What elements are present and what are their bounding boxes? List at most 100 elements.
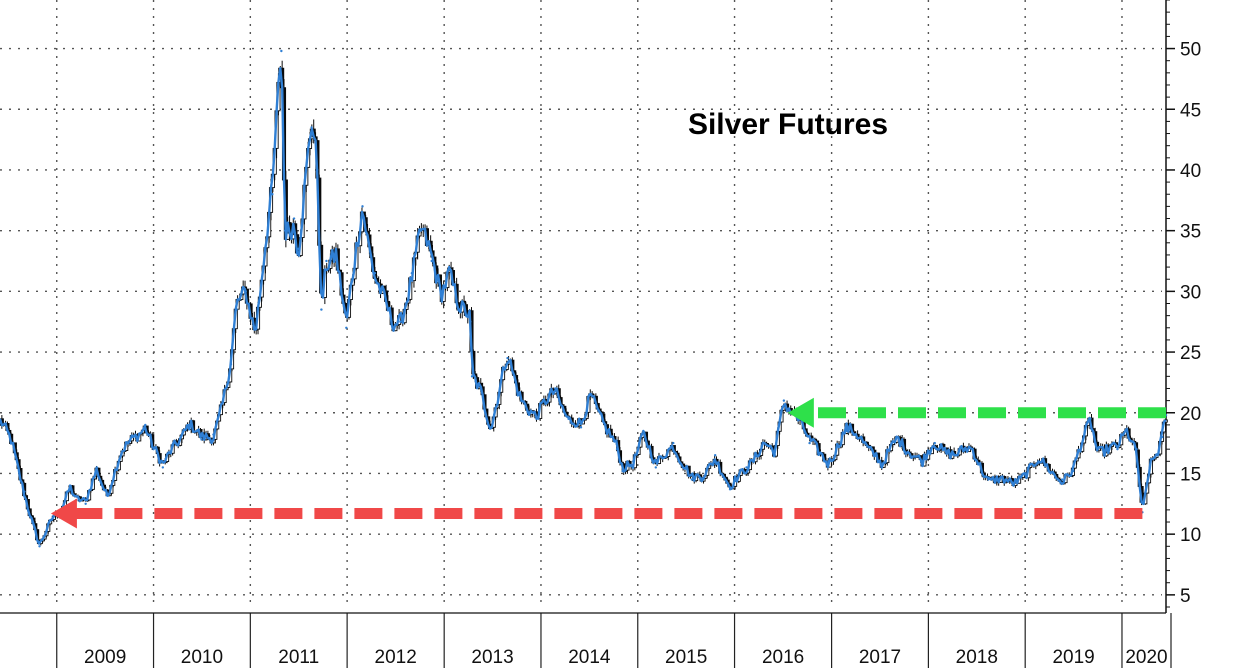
data-point-88 (1011, 481, 1014, 485)
data-point-60 (604, 423, 607, 427)
data-point-96 (1135, 447, 1138, 451)
x-tick-label-2012: 2012 (375, 647, 417, 668)
data-point-51 (479, 387, 483, 390)
data-point-72 (762, 441, 765, 445)
data-point-2 (23, 490, 26, 493)
x-tick-label-2019: 2019 (1052, 647, 1094, 668)
data-point-82 (896, 435, 900, 439)
data-point-26 (254, 326, 257, 329)
data-point-3 (31, 520, 34, 524)
data-point-90 (1060, 478, 1064, 481)
arrow-head-0 (50, 498, 77, 529)
data-point-55 (535, 417, 538, 421)
data-point-79 (859, 435, 862, 439)
data-point-69 (713, 454, 717, 457)
data-point-8 (68, 484, 72, 487)
data-point-91 (1071, 469, 1075, 473)
data-point-86 (970, 447, 974, 451)
data-point-52 (489, 426, 493, 429)
data-point-13 (119, 454, 123, 457)
data-point-46 (439, 290, 443, 293)
data-point-63 (632, 460, 635, 463)
data-point-35 (320, 308, 323, 311)
data-point-47 (448, 265, 451, 269)
data-point-61 (615, 447, 619, 451)
data-point-40 (373, 271, 377, 275)
data-point-93 (1096, 447, 1099, 451)
x-tick-label-2009: 2009 (84, 647, 126, 668)
y-tick-label-5: 5 (1180, 586, 1191, 607)
data-point-59 (590, 393, 593, 396)
data-point-83 (921, 462, 924, 465)
x-tick-label-2010: 2010 (181, 647, 223, 668)
data-point-67 (690, 478, 694, 481)
data-point-23 (229, 363, 233, 366)
data-point-89 (1037, 460, 1040, 463)
data-point-29 (280, 49, 283, 53)
data-point-49 (469, 320, 472, 323)
data-point-32 (297, 247, 300, 251)
data-point-58 (579, 426, 583, 429)
data-point-39 (361, 205, 364, 208)
data-point-17 (161, 466, 165, 469)
y-tick-label-35: 35 (1180, 222, 1201, 243)
data-point-94 (1116, 447, 1119, 451)
data-point-95 (1125, 429, 1129, 433)
data-point-25 (244, 290, 248, 293)
data-point-16 (152, 447, 155, 451)
x-tick-label-2014: 2014 (568, 647, 611, 668)
data-point-45 (430, 259, 433, 263)
data-point-50 (470, 375, 474, 378)
data-point-85 (954, 454, 958, 457)
x-tick-label-2016: 2016 (762, 647, 804, 668)
data-point-74 (782, 399, 786, 402)
data-point-20 (200, 438, 203, 441)
data-point-27 (263, 247, 267, 251)
data-point-70 (728, 488, 732, 491)
data-point-41 (391, 326, 394, 329)
axes: 5 10 15 20 25 30 35 40 45 50 2009 2010 2011 2012 2013 2… (0, 0, 1201, 668)
data-point-14 (131, 435, 135, 439)
chart-title: Silver Futures (688, 108, 888, 141)
grid (0, 0, 1162, 607)
data-point-98 (1148, 466, 1152, 469)
data-point-54 (519, 393, 522, 396)
data-point-19 (187, 423, 191, 427)
x-tick-label-2020: 2020 (1125, 647, 1167, 668)
data-point-71 (745, 466, 748, 469)
data-point-78 (844, 429, 848, 433)
y-tick-label-40: 40 (1180, 161, 1201, 182)
data-point-64 (642, 429, 645, 433)
y-tick-label-45: 45 (1180, 100, 1201, 121)
x-tick-label-2011: 2011 (278, 647, 319, 668)
data-point-36 (325, 259, 328, 263)
data-point-87 (987, 478, 990, 481)
data-point-76 (808, 441, 811, 445)
data-point-62 (621, 469, 624, 473)
data-point-10 (84, 502, 87, 506)
series-line (0, 67, 1167, 545)
data-point-0 (0, 421, 2, 424)
data-point-73 (773, 454, 777, 457)
data-point-77 (827, 460, 830, 463)
data-point-4 (38, 545, 41, 548)
data-point-22 (221, 399, 225, 402)
x-tick-label-2015: 2015 (665, 647, 707, 668)
data-point-43 (410, 271, 414, 275)
data-point-15 (144, 423, 147, 427)
data-point-31 (292, 217, 296, 220)
data-point-33 (310, 126, 313, 129)
data-point-12 (105, 494, 109, 497)
arrow-head-1 (787, 397, 814, 428)
x-tick-label-2018: 2018 (956, 647, 998, 668)
data-point-53 (506, 356, 509, 360)
data-point-100 (1161, 435, 1164, 439)
data-point-68 (700, 477, 704, 480)
data-point-18 (171, 444, 175, 447)
data-point-34 (315, 168, 319, 172)
annotations (50, 397, 1166, 529)
y-tick-label-30: 30 (1180, 282, 1201, 303)
data-point-84 (933, 441, 936, 445)
